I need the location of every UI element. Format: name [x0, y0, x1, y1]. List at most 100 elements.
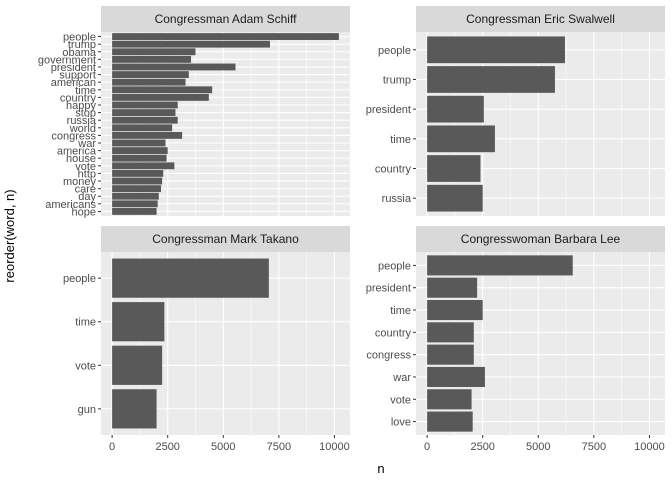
- y-tick-label: americans: [45, 199, 96, 211]
- x-tick-label: 7500: [582, 441, 606, 453]
- bar: [112, 139, 166, 147]
- y-tick-label: house: [66, 153, 96, 165]
- y-tick-label: war: [392, 372, 411, 384]
- bar: [112, 63, 236, 71]
- y-tick-label: money: [63, 176, 97, 188]
- bar: [112, 131, 183, 139]
- facet-strip: [416, 6, 665, 32]
- facet-panel: Congressman Adam Schiff peopletrumpobamag…: [38, 6, 350, 218]
- bar: [112, 302, 165, 342]
- bar: [112, 109, 176, 117]
- bar: [112, 93, 209, 101]
- x-tick-label: 5000: [211, 441, 235, 453]
- y-tick-label: president: [366, 104, 411, 116]
- bar: [112, 101, 178, 109]
- y-tick-label: people: [63, 273, 96, 285]
- y-tick-label: country: [375, 327, 412, 339]
- facet-title: Congressman Adam Schiff: [155, 12, 298, 26]
- y-tick-label: time: [390, 305, 411, 317]
- x-tick-label: 0: [424, 441, 430, 453]
- y-tick-label: government: [38, 54, 96, 66]
- facet-title: Congresswoman Barbara Lee: [461, 232, 621, 246]
- bar: [427, 36, 565, 64]
- y-tick-label: country: [60, 92, 97, 104]
- bar: [427, 155, 481, 182]
- facet-panel: Congresswoman Barbara Lee people president…: [366, 226, 665, 453]
- facet-strip: [416, 226, 665, 252]
- y-tick-label: people: [63, 32, 96, 44]
- bar: [427, 389, 472, 410]
- bar: [112, 154, 167, 162]
- y-tick-label: president: [51, 62, 96, 74]
- bar: [427, 366, 485, 388]
- bar: [112, 345, 163, 385]
- y-tick-label: vote: [75, 360, 96, 372]
- bar: [112, 200, 158, 208]
- y-tick-label: trump: [68, 39, 96, 51]
- y-tick-label: country: [375, 164, 412, 176]
- chart-panels: Congressman Adam Schiffpeopletrumpobamag…: [38, 6, 665, 453]
- y-tick-label: america: [57, 146, 97, 158]
- y-tick-label: russia: [382, 193, 412, 205]
- bar: [112, 185, 162, 193]
- y-tick-label: vote: [75, 161, 96, 173]
- facet-panel: Congressman Mark Takano people time vote gun…: [63, 226, 350, 453]
- bar: [427, 66, 555, 93]
- bar: [112, 86, 213, 94]
- bar: [112, 55, 192, 63]
- bar: [112, 78, 186, 86]
- y-tick-label: obama: [62, 47, 97, 59]
- y-tick-label: hope: [72, 206, 96, 218]
- x-axis-title: n: [377, 461, 384, 476]
- facet-strip: [101, 226, 350, 252]
- y-tick-label: support: [59, 70, 96, 82]
- y-tick-label: care: [75, 184, 96, 196]
- y-tick-label: people: [378, 45, 411, 57]
- bar: [427, 95, 484, 123]
- facet-strip: [101, 6, 350, 32]
- y-tick-label: american: [51, 77, 96, 89]
- bar: [112, 116, 178, 124]
- bar: [112, 177, 163, 185]
- x-tick-label: 10000: [634, 441, 665, 453]
- bar: [112, 48, 196, 56]
- bar: [112, 192, 159, 200]
- bar: [112, 124, 173, 132]
- y-tick-label: people: [378, 260, 411, 272]
- facet-title: Congressman Mark Takano: [152, 232, 299, 246]
- x-tick-label: 5000: [526, 441, 550, 453]
- bar: [427, 411, 473, 432]
- y-tick-label: http: [78, 168, 96, 180]
- y-tick-label: russia: [67, 115, 97, 127]
- bar: [427, 277, 478, 298]
- y-tick-label: war: [77, 138, 96, 150]
- bar: [427, 125, 495, 153]
- y-tick-label: world: [69, 123, 96, 135]
- bar: [427, 255, 573, 276]
- bar: [112, 71, 189, 78]
- x-tick-label: 2500: [155, 441, 179, 453]
- x-tick-label: 10000: [319, 441, 350, 453]
- y-tick-label: time: [390, 134, 411, 146]
- x-tick-label: 7500: [267, 441, 291, 453]
- bar: [112, 170, 164, 177]
- facet-title: Congressman Eric Swalwell: [466, 12, 615, 26]
- bar: [112, 33, 339, 40]
- y-tick-label: love: [391, 417, 411, 429]
- y-tick-label: president: [366, 283, 411, 295]
- y-tick-label: vote: [390, 394, 411, 406]
- y-tick-label: gun: [78, 404, 96, 416]
- bar: [112, 40, 270, 48]
- y-axis-title: reorder(word, n): [2, 189, 17, 282]
- bar: [112, 162, 175, 170]
- x-tick-label: 2500: [470, 441, 494, 453]
- y-tick-label: day: [78, 191, 96, 203]
- bar: [112, 208, 157, 215]
- bar: [427, 299, 483, 321]
- y-tick-label: time: [75, 317, 96, 329]
- y-tick-label: trump: [383, 74, 411, 86]
- y-tick-label: stop: [75, 108, 96, 120]
- y-tick-label: happy: [66, 100, 96, 112]
- y-tick-label: time: [75, 85, 96, 97]
